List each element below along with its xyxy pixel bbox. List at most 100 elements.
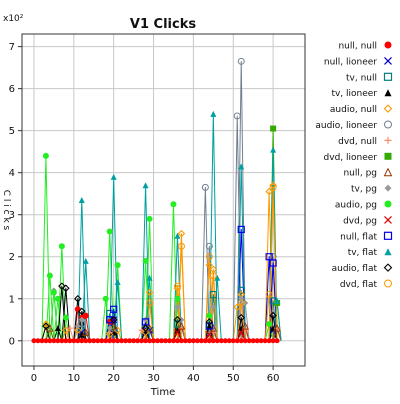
series-7-point bbox=[270, 125, 277, 132]
legend-label: tv, pg bbox=[351, 185, 377, 195]
baseline-point bbox=[218, 338, 224, 344]
legend-label: audio, flat bbox=[332, 264, 378, 274]
baseline-point bbox=[95, 338, 101, 344]
series-13-point bbox=[270, 146, 277, 153]
baseline-point bbox=[59, 338, 65, 344]
series-5-point bbox=[233, 112, 241, 120]
series-2-point bbox=[237, 286, 245, 294]
series-13-point bbox=[110, 173, 117, 180]
x-axis-label: Time bbox=[150, 387, 175, 398]
series-14-point bbox=[42, 322, 50, 330]
baseline-point bbox=[143, 338, 149, 344]
baseline-point bbox=[67, 338, 73, 344]
baseline-point bbox=[266, 338, 272, 344]
series-12-point bbox=[110, 305, 118, 313]
baseline-point bbox=[270, 338, 276, 344]
series-0-point bbox=[82, 312, 89, 319]
series-0-point bbox=[74, 306, 81, 313]
series-9-point bbox=[142, 316, 149, 323]
series-10-point bbox=[54, 295, 61, 302]
series-10-point bbox=[170, 201, 177, 208]
series-13-point bbox=[174, 232, 181, 239]
baseline-point bbox=[127, 338, 133, 344]
series-15-point bbox=[237, 299, 245, 307]
series-13-point bbox=[274, 297, 281, 304]
plot-frame bbox=[21, 33, 306, 367]
series-14-line bbox=[204, 321, 214, 341]
baseline-point bbox=[159, 338, 165, 344]
series-11-point bbox=[205, 331, 213, 338]
series-9-point bbox=[74, 323, 81, 330]
legend-label: audio, lioneer bbox=[315, 121, 377, 131]
series-3-point bbox=[206, 323, 213, 330]
series-4-point bbox=[233, 303, 242, 311]
x-tick-label: 50 bbox=[227, 373, 240, 384]
baseline-point bbox=[107, 338, 113, 344]
series-10-point bbox=[142, 257, 149, 264]
series-5-line bbox=[236, 60, 246, 341]
series-14-point bbox=[205, 318, 214, 326]
x-tick-label: 60 bbox=[267, 373, 280, 384]
baseline-point bbox=[155, 338, 161, 344]
y-tick-label: 3 bbox=[9, 210, 15, 221]
series-9-point bbox=[174, 304, 181, 311]
series-13-point bbox=[78, 197, 85, 203]
series-15-line bbox=[208, 275, 218, 341]
series-11-point bbox=[174, 328, 181, 336]
baseline-point bbox=[39, 338, 45, 344]
series-12-point bbox=[269, 259, 277, 267]
legend-marker bbox=[384, 89, 392, 97]
baseline-point bbox=[131, 338, 137, 344]
series-8-point bbox=[241, 321, 250, 330]
series-6-point bbox=[66, 325, 73, 332]
baseline-point bbox=[242, 338, 248, 344]
baseline-point bbox=[51, 338, 57, 344]
series-15-line bbox=[264, 294, 274, 341]
baseline-point bbox=[123, 338, 129, 344]
baseline-point bbox=[178, 338, 184, 344]
series-8-point bbox=[109, 321, 118, 330]
chart-title: V1 Clicks bbox=[130, 17, 196, 32]
series-14-point bbox=[173, 315, 182, 324]
legend-marker bbox=[384, 215, 392, 224]
baseline-point bbox=[43, 338, 49, 344]
series-9-point bbox=[178, 316, 185, 323]
legend-label: null, null bbox=[338, 42, 377, 52]
legend-marker bbox=[383, 72, 393, 81]
baseline-point bbox=[139, 338, 145, 344]
y-tick-label: 6 bbox=[9, 84, 15, 95]
baseline-point bbox=[119, 338, 125, 344]
series-10-point bbox=[146, 215, 153, 222]
y-tick-label: 5 bbox=[9, 126, 15, 137]
legend: null, null null, lioneer tv, null tv, lione… bbox=[315, 41, 393, 290]
baseline-point bbox=[182, 338, 188, 344]
baseline-point bbox=[71, 338, 77, 344]
series-15-point bbox=[177, 242, 185, 250]
series-14-point bbox=[269, 311, 277, 320]
legend-marker bbox=[384, 248, 392, 256]
legend-marker bbox=[384, 279, 392, 288]
baseline-point bbox=[151, 338, 157, 344]
series-8-point bbox=[177, 321, 186, 330]
series-14-point bbox=[62, 284, 70, 293]
series-14-line bbox=[41, 325, 51, 341]
series-15-line bbox=[204, 256, 214, 341]
baseline-point bbox=[47, 338, 53, 344]
series-11-point bbox=[237, 328, 245, 336]
series-10-point bbox=[266, 320, 273, 327]
baseline-point bbox=[262, 338, 268, 344]
series-15-point bbox=[209, 272, 217, 280]
series-10-point bbox=[102, 295, 109, 302]
series-12-line bbox=[264, 256, 274, 341]
series-14-line bbox=[61, 287, 71, 341]
baseline-point bbox=[274, 338, 280, 344]
series-8-point bbox=[46, 324, 54, 332]
series-10-point bbox=[106, 228, 113, 235]
series-4-point bbox=[177, 229, 186, 238]
legend-label: dvd, flat bbox=[340, 280, 378, 290]
baseline-point bbox=[75, 338, 81, 344]
baseline-point bbox=[246, 338, 252, 344]
baseline-point bbox=[230, 338, 236, 344]
x-tick-label: 20 bbox=[107, 373, 120, 384]
